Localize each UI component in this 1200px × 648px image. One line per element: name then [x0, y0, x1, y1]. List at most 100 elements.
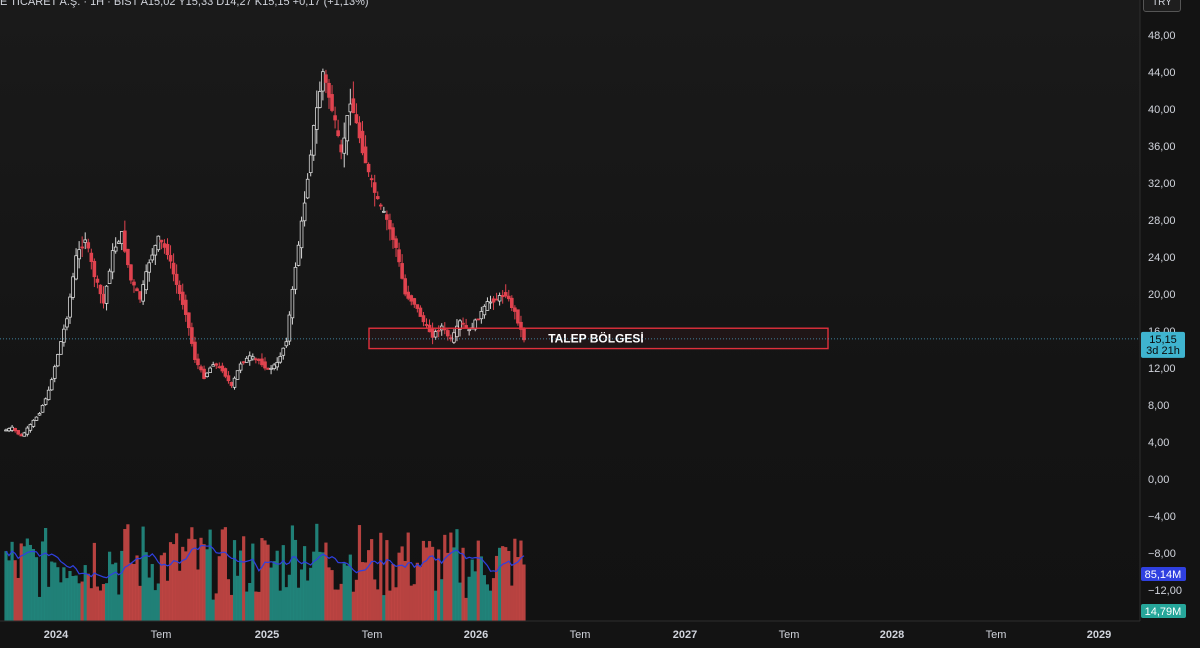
volume-bar — [519, 540, 523, 621]
volume-bar — [111, 564, 115, 621]
candle-body — [22, 432, 27, 437]
volume-bar — [53, 562, 57, 621]
candle-body — [153, 245, 158, 256]
volume-bar — [482, 575, 486, 621]
candle-body — [62, 328, 66, 343]
volume-bar — [470, 559, 474, 621]
volume-bar — [516, 557, 520, 621]
volume-bar — [40, 541, 45, 621]
candle-body — [65, 318, 69, 328]
candle-body — [223, 368, 228, 377]
candle-body — [314, 107, 319, 130]
candle-body — [476, 318, 481, 321]
candle-body — [257, 359, 261, 361]
candle-body — [162, 243, 167, 248]
candle-body — [278, 356, 283, 363]
volume-bar — [342, 563, 346, 621]
y-tick-label: −8,00 — [1148, 548, 1176, 560]
volume-bar — [101, 584, 106, 621]
candles — [4, 68, 526, 437]
volume-bar — [220, 529, 224, 621]
volume-bar — [7, 560, 11, 621]
candle-body — [260, 358, 264, 366]
candle-body — [101, 293, 106, 304]
candle-body — [287, 314, 292, 342]
volume-bar — [62, 567, 66, 621]
candle-body — [357, 122, 362, 139]
candle-body — [251, 356, 255, 360]
volume-bar — [504, 547, 508, 621]
volume-value: 14,79M — [1145, 606, 1182, 618]
candle-body — [318, 91, 322, 108]
candle-body — [409, 295, 414, 302]
volume-bar — [193, 539, 197, 621]
demand-zone[interactable]: TALEP BÖLGESİ — [368, 327, 829, 350]
candle-body — [165, 243, 170, 256]
candle-body — [205, 372, 209, 378]
volume-bar — [421, 540, 426, 621]
candle-body — [266, 368, 270, 370]
volume-bar — [65, 578, 69, 621]
candle-body — [113, 246, 118, 252]
symbol-header: E TİCARET A.Ş. · 1H · BIST A15,02 Y15,33… — [0, 0, 369, 8]
candle-body — [235, 370, 240, 380]
volume-bar — [513, 538, 517, 621]
candle-body — [135, 288, 139, 292]
volume-bar — [135, 555, 139, 621]
candle-body — [324, 74, 328, 83]
volume-bar — [34, 557, 39, 621]
volume-bar — [266, 544, 270, 621]
candle-body — [284, 341, 289, 347]
volume-bar — [510, 585, 514, 621]
volume-bar — [150, 564, 154, 621]
volume-bar — [47, 586, 51, 621]
volume-bar — [126, 524, 130, 621]
volume-bar — [19, 543, 23, 621]
x-tick-label: 2029 — [1087, 629, 1111, 641]
volume-bar — [409, 585, 413, 621]
volume-bar — [400, 546, 404, 621]
candle-body — [86, 242, 91, 249]
volume-bar — [327, 567, 331, 621]
y-tick-label: −12,00 — [1148, 585, 1182, 597]
price-axis[interactable]: 48,00 44,00 40,00 36,00 32,00 28,00 24,00 20,00… — [1139, 0, 1200, 648]
candle-body — [385, 214, 389, 220]
volume-bar — [178, 570, 182, 621]
currency-button[interactable]: TRY — [1143, 0, 1181, 12]
volume-bar — [162, 552, 167, 621]
volume-bar — [117, 594, 121, 621]
candle-body — [10, 426, 14, 431]
y-tick-label: 8,00 — [1148, 400, 1169, 412]
candle-body — [220, 365, 225, 372]
candle-body — [342, 137, 347, 154]
demand-zone-box[interactable] — [368, 327, 829, 350]
volume-bar — [147, 577, 151, 621]
candle-body — [126, 248, 130, 266]
candle-body — [56, 354, 60, 367]
candle-body — [397, 249, 401, 263]
volume-bar — [257, 591, 261, 621]
candle-body — [485, 301, 490, 311]
bar-countdown: 3d 21h — [1146, 345, 1180, 357]
candle-body — [180, 291, 185, 305]
candle-body — [516, 309, 520, 324]
volume-bar — [89, 588, 93, 621]
volume-bar — [318, 551, 322, 621]
volume-bar — [452, 547, 456, 621]
volume-bar — [269, 567, 273, 621]
volume-bar — [248, 582, 252, 621]
candle-body — [211, 364, 216, 367]
y-tick-label: 32,00 — [1148, 178, 1176, 190]
candle-body — [455, 325, 459, 338]
candle-body — [171, 262, 176, 275]
candle-body — [159, 239, 164, 243]
volume-bar — [351, 591, 355, 621]
y-tick-label: 20,00 — [1148, 289, 1176, 301]
volume-bar — [330, 570, 334, 621]
candle-body — [296, 244, 301, 266]
time-axis[interactable]: 2024 Tem 2025 Tem 2026 Tem 2027 Tem 2028 Tem 2029 — [0, 620, 1140, 648]
volume-bar — [461, 547, 465, 621]
candle-body — [330, 94, 334, 111]
volume-bar — [498, 547, 502, 621]
